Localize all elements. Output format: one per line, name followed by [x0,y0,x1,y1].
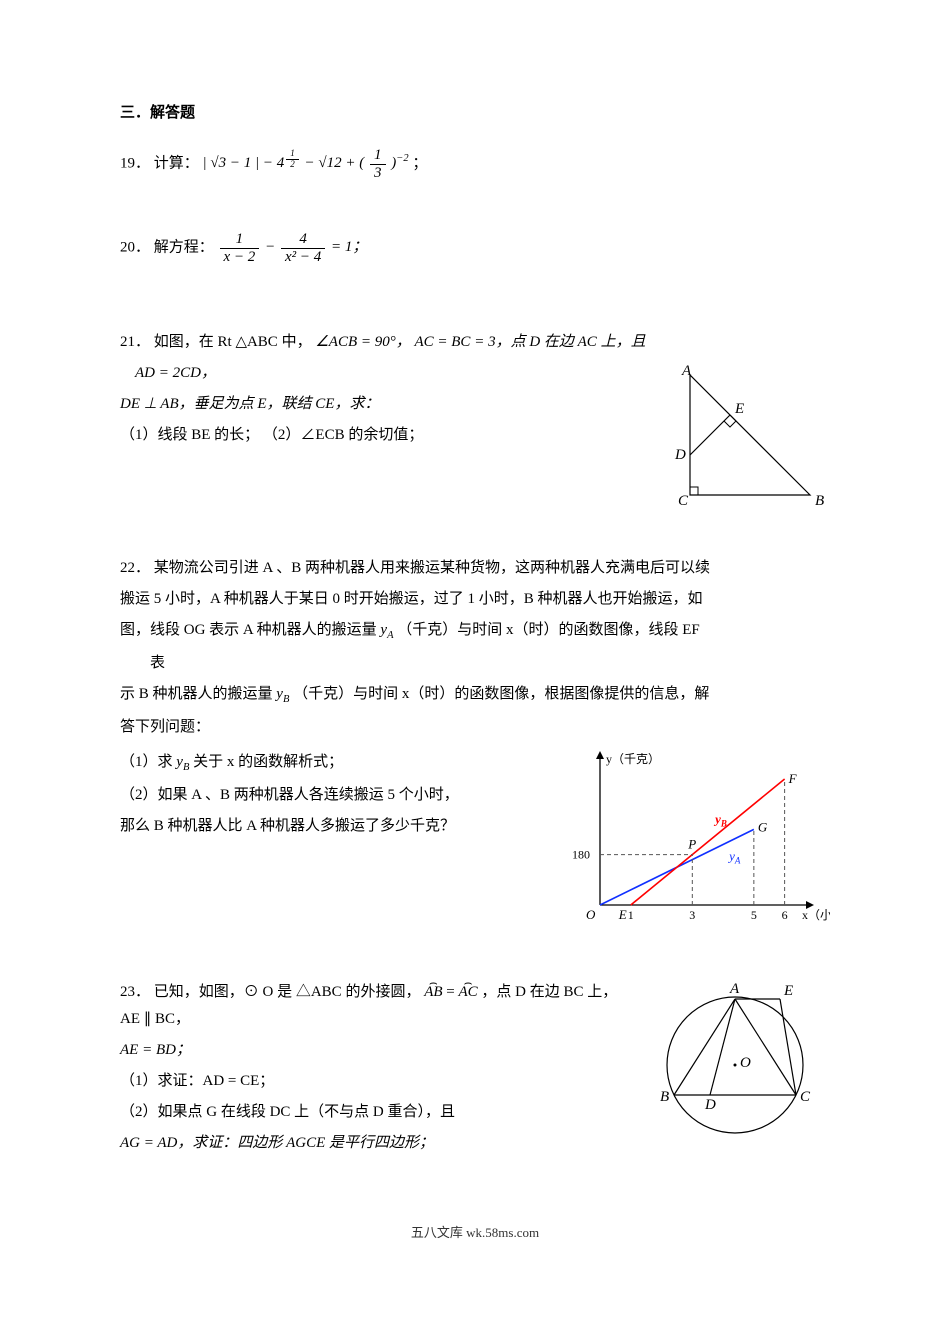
p22-line4b: （千克）与时间 x（时）的函数图像，根据图像提供的信息，解 [293,686,709,702]
p22-q3: 那么 B 种机器人比 A 种机器人多搬运了多少千克？ [120,813,540,840]
p19-a: | √3 − 1 | [203,155,260,171]
p20-rhs: = 1； [331,239,367,255]
p22-line3c: 表 [120,650,830,677]
p22-chart: 180 1 3 5 6 O E P G FyA yB y（千克） x（小时） [560,745,830,945]
p23-fig-B: B [660,1089,669,1105]
p21-l1b: ∠ACB = 90°， [315,334,410,350]
p22-q1: （1）求 yB 关于 x 的函数解析式； [120,749,540,778]
p21-line1: 21． 如图，在 Rt △ABC 中， ∠ACB = 90°， AC = BC … [120,329,650,356]
p20-label: 解方程： [154,239,214,255]
p20-expr: 1x − 2 − 4x² − 4 = 1； [218,239,368,255]
p22-yb2: yB [176,754,189,770]
p19-b-exp-num: 1 [286,149,299,160]
svg-text:F: F [788,771,798,786]
p22-yb1: yB [276,686,289,702]
p19-expr: | √3 − 1 | − 412 − √12 + ( 13 )−2 [203,155,413,171]
p20-l1n: 1 [220,231,260,249]
svg-text:P: P [687,836,696,851]
p21-q1: （1）线段 BE 的长； [120,427,259,443]
p20-num: 20． [120,239,150,255]
svg-text:3: 3 [689,908,695,922]
p22-l4: 示 B 种机器人的搬运量 yB （千克）与时间 x（时）的函数图像，根据图像提供… [120,681,830,710]
p23-q3: AG = AD，求证：四边形 AGCE 是平行四边形； [120,1130,630,1157]
problem-19: 19． 计算： | √3 − 1 | − 412 − √12 + ( 13 )−… [120,147,830,181]
svg-text:x（小时）: x（小时） [802,908,830,922]
p21-fig-E: E [734,401,744,417]
p19-num: 19． [120,155,150,171]
p21-fig-C: C [678,493,689,509]
p21-l1c: AC = BC = 3，点 D 在边 AC 上，且 [414,334,645,350]
problem-23: 23． 已知，如图，⊙ O 是 △ABC 的外接圆， AB = AC ，点 D … [120,975,830,1161]
problem-21: 21． 如图，在 Rt △ABC 中， ∠ACB = 90°， AC = BC … [120,325,830,525]
svg-text:E: E [618,907,627,922]
p22-num: 22． [120,560,150,576]
p21-l1a: 如图，在 Rt △ABC 中， [154,334,312,350]
problem-22: 22． 某物流公司引进 A 、B 两种机器人用来搬运某种货物，这两种机器人充满电… [120,555,830,945]
p22-ya1: yA [380,622,393,638]
p23-fig-A: A [729,981,740,997]
svg-text:G: G [758,819,768,834]
svg-text:yA: yA [727,848,741,865]
p22-line1: 某物流公司引进 A 、B 两种机器人用来搬运某种货物，这两种机器人充满电后可以续 [154,560,710,576]
p23-l1: 23． 已知，如图，⊙ O 是 △ABC 的外接圆， AB = AC ，点 D … [120,979,630,1033]
svg-text:6: 6 [782,908,788,922]
p21-fig-B: B [815,493,824,509]
svg-text:5: 5 [751,908,757,922]
svg-text:y（千克）: y（千克） [606,752,660,766]
p23-num: 23． [120,984,150,1000]
p21-fig-D: D [674,447,686,463]
p21-q2: （2）∠ECB 的余切值； [263,427,423,443]
p23-fig-C: C [800,1089,811,1105]
p21-num: 21． [120,334,150,350]
p22-l3: 图，线段 OG 表示 A 种机器人的搬运量 yA （千克）与时间 x（时）的函数… [120,617,830,646]
p22-line4a: 示 B 种机器人的搬运量 [120,686,276,702]
p23-line1a: 已知，如图，⊙ O 是 △ABC 的外接圆， [154,984,421,1000]
p20-l2n: 4 [281,231,325,249]
p23-line1c: = [446,984,458,1000]
p23-fig-O: O [740,1055,751,1071]
p23-figure: A B C D E O [650,975,830,1155]
p23-line2: AE = BD； [120,1037,630,1064]
p22-line3b: （千克）与时间 x（时）的函数图像，线段 EF [397,622,700,638]
p20-l2d: x² − 4 [281,249,325,266]
p19-c: √12 [318,155,341,171]
p22-line5: 答下列问题： [120,714,830,741]
p19-d-num: 1 [370,147,386,165]
p23-fig-D: D [704,1097,716,1113]
p23-arc-ac: AC [459,979,478,1006]
p22-l1: 22． 某物流公司引进 A 、B 两种机器人用来搬运某种货物，这两种机器人充满电… [120,555,830,582]
svg-text:yB: yB [713,811,727,828]
p22-q2: （2）如果 A 、B 两种机器人各连续搬运 5 个小时， [120,782,540,809]
p21-line3: DE ⊥ AB，垂足为点 E，联结 CE，求： [120,391,650,418]
problem-20: 20． 解方程： 1x − 2 − 4x² − 4 = 1； [120,231,830,265]
p19-d-den: 3 [370,165,386,182]
p20-text: 20． 解方程： 1x − 2 − 4x² − 4 = 1； [120,231,830,265]
page-footer: 五八文库 wk.58ms.com [120,1221,830,1244]
p22-line2: 搬运 5 小时，A 种机器人于某日 0 时开始搬运，过了 1 小时，B 种机器人… [120,586,830,613]
svg-text:O: O [586,907,596,922]
p19-b-exp-den: 2 [286,160,299,170]
p19-tail: ； [412,155,427,171]
p19-d-exp: −2 [396,153,408,164]
p20-l1d: x − 2 [220,249,260,266]
p23-arc-ab: AB [424,979,442,1006]
svg-text:180: 180 [572,847,590,861]
p19-text: 19． 计算： | √3 − 1 | − 412 − √12 + ( 13 )−… [120,147,830,181]
p22-q1b: 关于 x 的函数解析式； [193,754,343,770]
p19-label: 计算： [154,155,199,171]
p21-fig-A: A [681,365,692,379]
p23-q1: （1）求证：AD = CE； [120,1068,630,1095]
p23-fig-E: E [783,983,793,999]
p21-q: （1）线段 BE 的长； （2）∠ECB 的余切值； [120,422,650,449]
section-title: 三．解答题 [120,100,830,127]
p22-q1a: （1）求 [120,754,176,770]
p23-q2: （2）如果点 G 在线段 DC 上（不与点 D 重合），且 [120,1099,630,1126]
p21-figure: A B C D E [670,365,830,525]
p22-line3a: 图，线段 OG 表示 A 种机器人的搬运量 [120,622,380,638]
p21-line2: AD = 2CD， [120,360,650,387]
svg-text:1: 1 [628,908,634,922]
